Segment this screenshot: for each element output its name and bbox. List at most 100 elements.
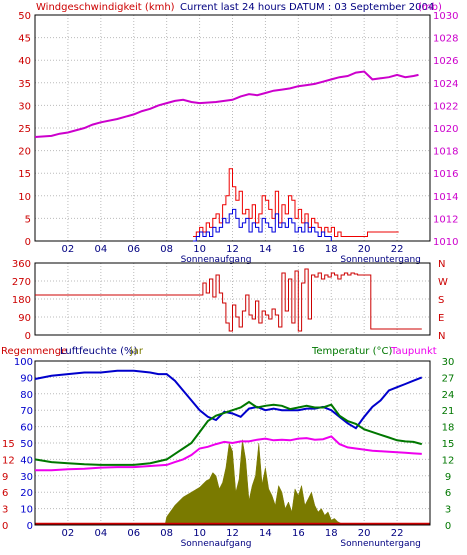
pressure-series-line: [34, 70, 419, 138]
direction-y-tick-label: 0: [25, 331, 31, 342]
wind-sunrise-label: Sonnenaufgang: [181, 255, 252, 265]
dewpoint-series-line: [35, 435, 422, 472]
direction-y-tick-label: 270: [12, 277, 31, 288]
dewpoint-title: Taupunkt: [390, 346, 437, 357]
wind-x-tick-label: 02: [62, 244, 75, 255]
temperature-y-tick-label: 9: [445, 472, 451, 483]
pressure-y-tick-label: 1026: [433, 56, 458, 67]
wind-x-tick-label: 20: [358, 244, 371, 255]
jar-title: jar: [129, 346, 144, 357]
wind-sunset-label: Sonnenuntergang: [340, 255, 421, 265]
temperature-title: Temperatur (°C): [311, 346, 392, 357]
wind-y-tick-label: 50: [18, 11, 31, 22]
wind-x-tick-label: 16: [292, 244, 305, 255]
climate-x-tick-label: 22: [391, 528, 404, 539]
wind_mean-series-line: [193, 208, 332, 242]
humidity-y-tick-label: 20: [20, 488, 33, 499]
temperature-series-line: [34, 400, 423, 466]
temperature-y-tick-label: 30: [442, 357, 455, 368]
pressure-y-tick-label: 1012: [433, 214, 458, 225]
pressure-y-tick-label: 1010: [433, 237, 458, 248]
humidity-y-tick-label: 40: [20, 455, 33, 466]
humidity-y-tick-label: 10: [20, 505, 33, 516]
climate-sunrise-label: Sonnenaufgang: [181, 539, 252, 549]
direction-panel-frame: [34, 262, 431, 336]
climate-x-tick-label: 14: [259, 528, 272, 539]
direction-compass-label: N: [438, 259, 445, 270]
direction-compass-label: N: [438, 331, 445, 342]
wind-x-tick-label: 10: [193, 244, 206, 255]
climate-x-tick-label: 10: [193, 528, 206, 539]
wind-x-tick-label: 14: [259, 244, 272, 255]
wind_gust-series-line: [193, 168, 399, 237]
humidity-y-tick-label: 80: [20, 390, 33, 401]
wind-speed-title: Windgeschwindigkeit (kmh): [36, 2, 175, 13]
humidity-y-tick-label: 30: [20, 472, 33, 483]
wind-x-tick-label: 12: [226, 244, 239, 255]
humidity-y-tick-label: 90: [20, 373, 33, 384]
wind-x-tick-label: 06: [127, 244, 140, 255]
climate-x-tick-label: 06: [127, 528, 140, 539]
direction-compass-label: E: [438, 313, 444, 324]
wind-y-tick-label: 10: [18, 192, 31, 203]
rain-y-tick-label: 6: [2, 488, 8, 499]
humidity-y-tick-label: 0: [27, 521, 33, 532]
climate-sunset-label: Sonnenuntergang: [340, 539, 421, 549]
pressure-y-tick-label: 1018: [433, 147, 458, 158]
climate-x-tick-label: 20: [358, 528, 371, 539]
wind-y-tick-label: 35: [18, 79, 31, 90]
wind-y-tick-label: 15: [18, 169, 31, 180]
wind-y-tick-label: 5: [25, 214, 31, 225]
wind-y-tick-label: 40: [18, 56, 31, 67]
direction-compass-label: S: [438, 295, 444, 306]
temperature-y-tick-label: 12: [442, 455, 455, 466]
temperature-y-tick-label: 18: [442, 423, 455, 434]
date-label: DATUM : 03 September 2004: [289, 2, 434, 13]
climate-x-tick-label: 16: [292, 528, 305, 539]
wind-x-tick-label: 18: [325, 244, 338, 255]
climate-x-tick-label: 08: [160, 528, 173, 539]
pressure-y-tick-label: 1020: [433, 124, 458, 135]
climate-x-tick-label: 04: [94, 528, 107, 539]
humidity-y-tick-label: 100: [14, 357, 33, 368]
wind-y-tick-label: 0: [25, 237, 31, 248]
direction-y-tick-label: 360: [12, 259, 31, 270]
temperature-y-tick-label: 15: [442, 439, 455, 450]
climate-panel-frame: [34, 360, 431, 526]
direction-y-tick-label: 180: [12, 295, 31, 306]
pressure-y-tick-label: 1022: [433, 101, 458, 112]
humidity-y-tick-label: 70: [20, 406, 33, 417]
climate-x-tick-label: 18: [325, 528, 338, 539]
wind-y-tick-label: 20: [18, 147, 31, 158]
current-label: Current last 24 hours :: [180, 2, 293, 13]
direction-y-tick-label: 90: [18, 313, 31, 324]
pressure-y-tick-label: 1028: [433, 34, 458, 45]
climate-x-tick-label: 02: [62, 528, 75, 539]
wind-x-tick-label: 08: [160, 244, 173, 255]
pressure-y-tick-label: 1030: [433, 11, 458, 22]
pressure-y-tick-label: 1014: [433, 192, 458, 203]
temperature-y-tick-label: 3: [445, 505, 451, 516]
wind-panel-frame: [34, 14, 431, 242]
pressure-unit-label: (mb): [418, 2, 442, 13]
climate-x-tick-label: 12: [226, 528, 239, 539]
wind-x-tick-label: 04: [94, 244, 107, 255]
temperature-y-tick-label: 27: [442, 373, 455, 384]
rain-title: Regenmenge: [1, 346, 67, 357]
temperature-y-tick-label: 6: [445, 488, 451, 499]
radiation-area: [164, 439, 348, 526]
rain-y-tick-label: 12: [2, 455, 15, 466]
chart-marks: 0510152025303540455010101012101410161018…: [2, 11, 458, 549]
pressure-y-tick-label: 1016: [433, 169, 458, 180]
humidity-y-tick-label: 50: [20, 439, 33, 450]
rain-y-tick-label: 3: [2, 505, 8, 516]
rain-y-tick-label: 0: [2, 521, 8, 532]
temperature-y-tick-label: 21: [442, 406, 455, 417]
temperature-y-tick-label: 24: [442, 390, 455, 401]
temperature-y-tick-label: 0: [445, 521, 451, 532]
humidity-y-tick-label: 60: [20, 423, 33, 434]
wind-y-tick-label: 30: [18, 101, 31, 112]
pressure-y-tick-label: 1024: [433, 79, 458, 90]
direction-compass-label: W: [438, 277, 448, 288]
